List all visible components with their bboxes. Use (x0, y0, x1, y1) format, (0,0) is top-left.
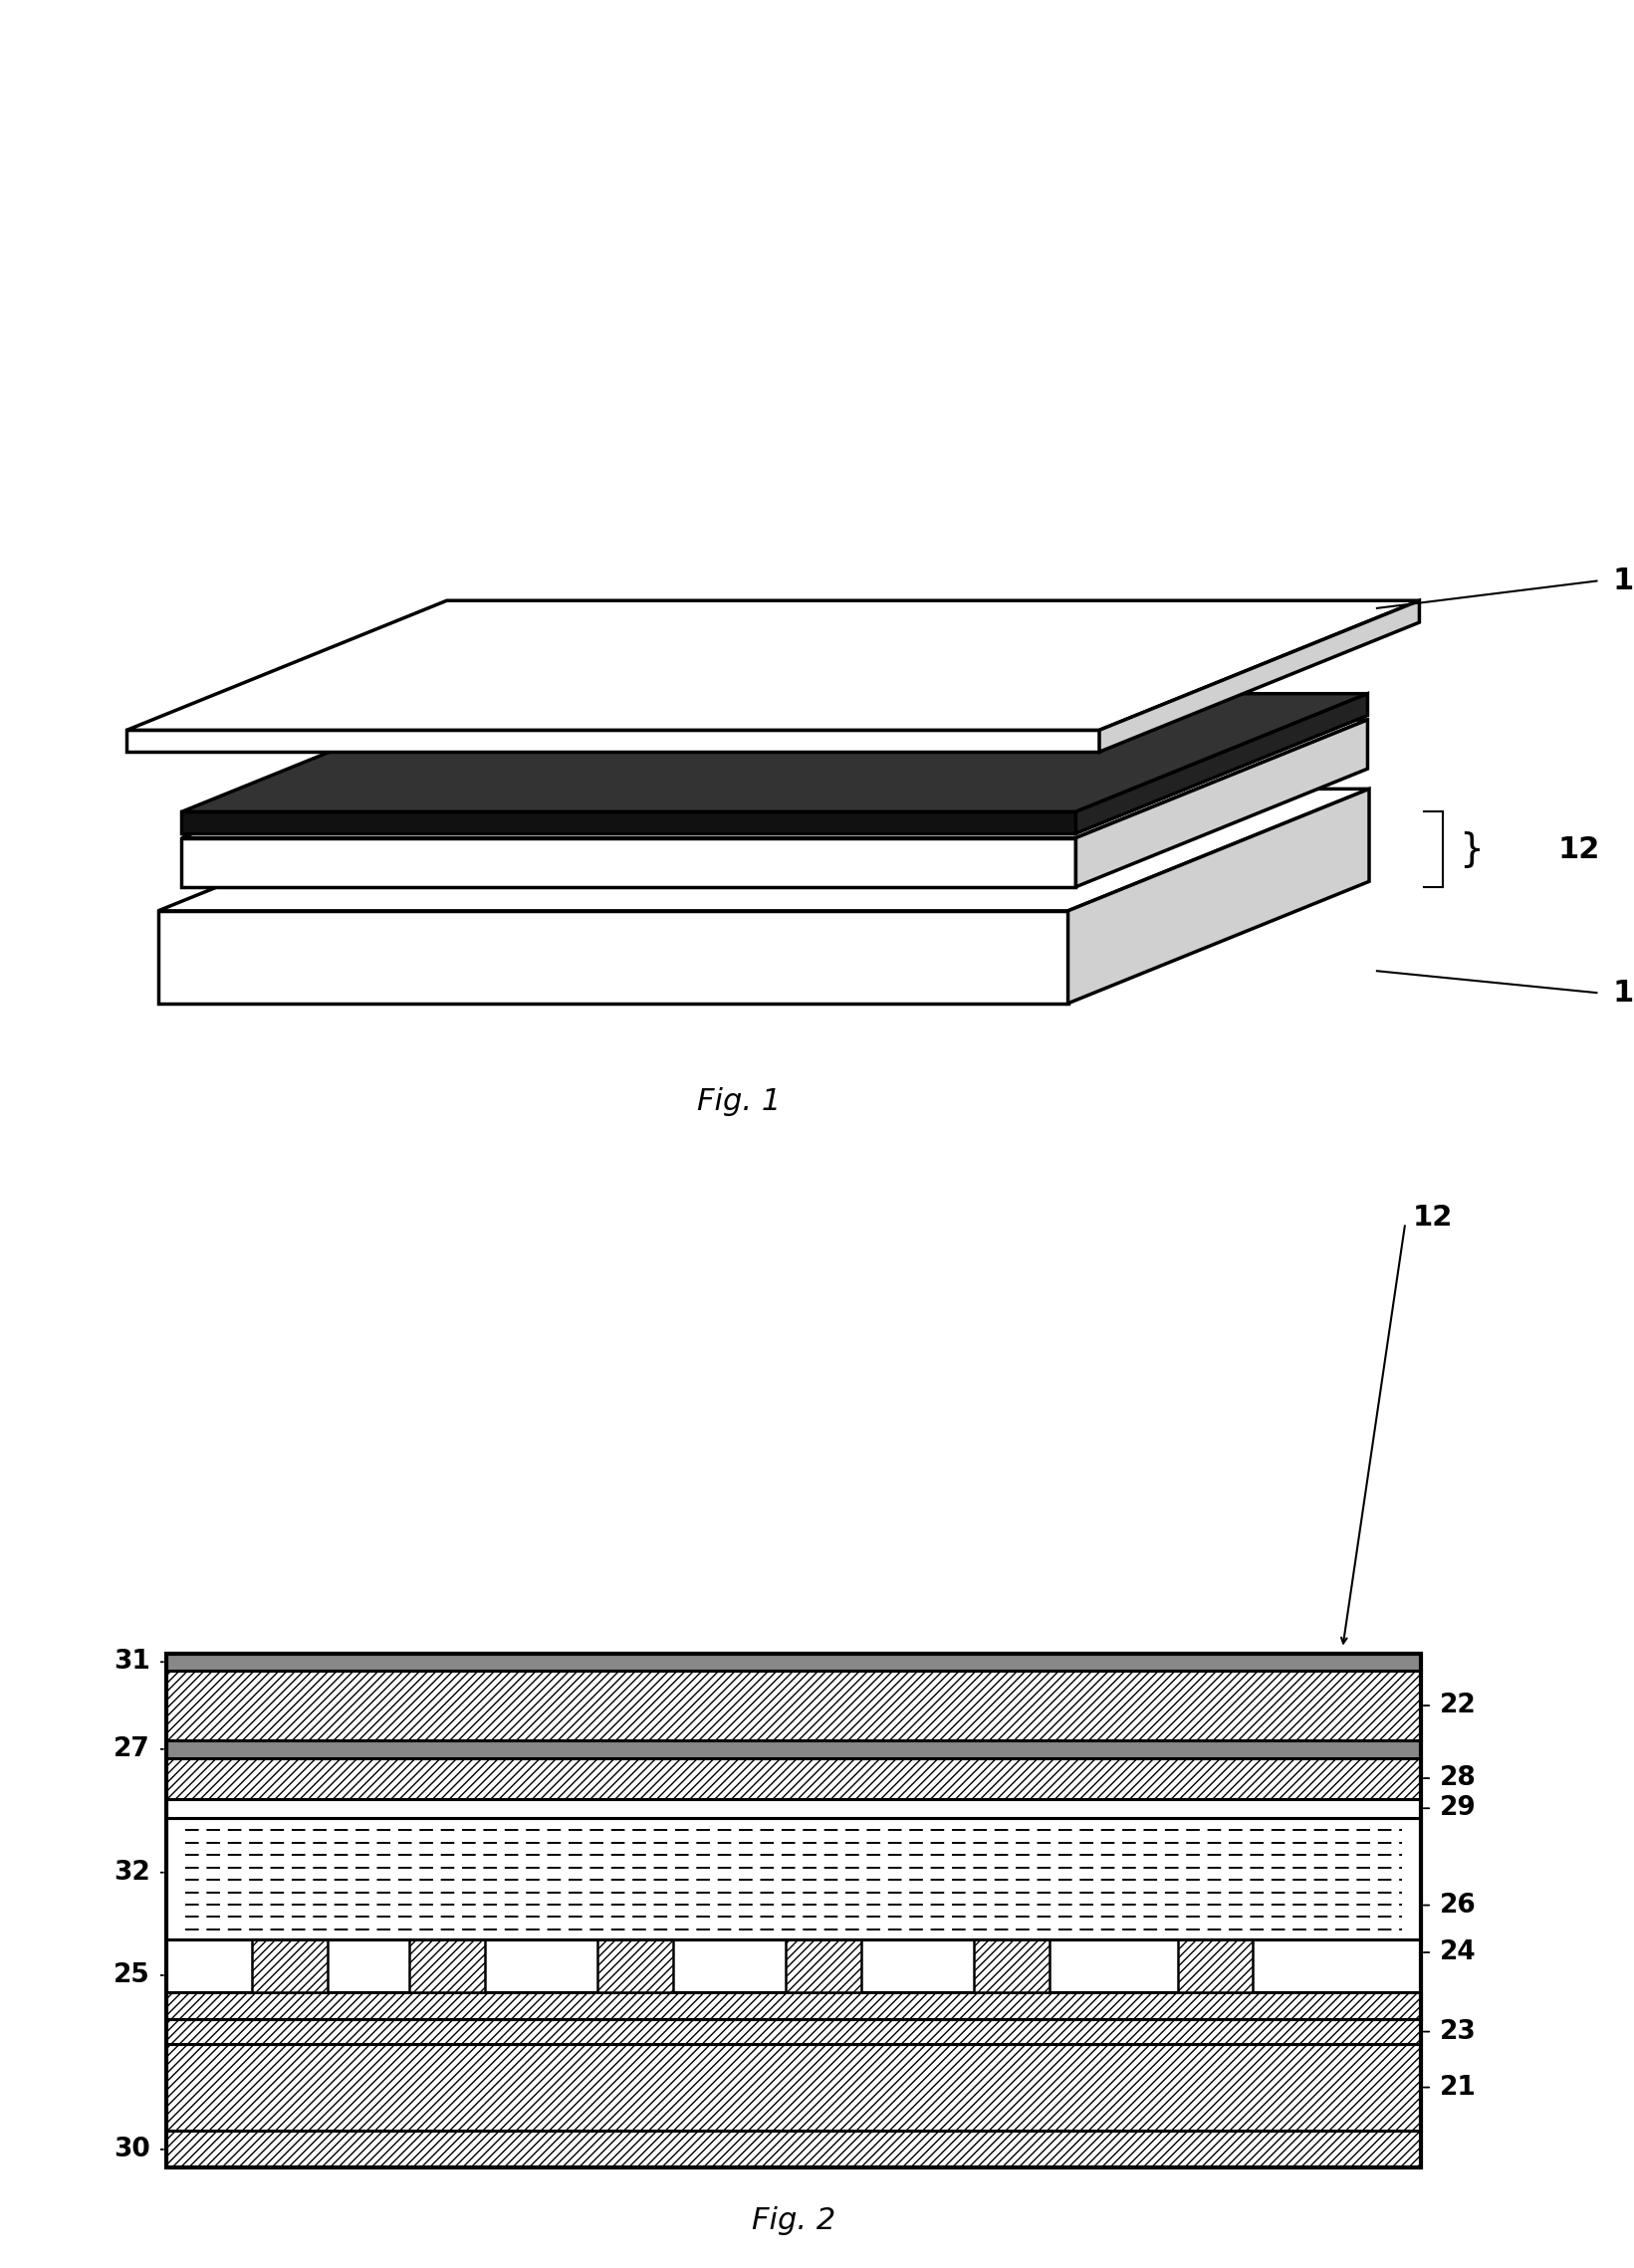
Text: 24: 24 (1440, 1939, 1476, 1966)
Polygon shape (181, 694, 1368, 812)
Text: 11: 11 (1613, 978, 1634, 1007)
Text: }: } (1459, 830, 1484, 869)
Polygon shape (127, 730, 1100, 753)
Polygon shape (181, 812, 1075, 835)
Text: 13: 13 (1613, 567, 1634, 596)
Polygon shape (1075, 719, 1368, 887)
Polygon shape (181, 837, 1075, 887)
Bar (408, 1939, 484, 1991)
Text: 31: 31 (114, 1649, 150, 1674)
Bar (167, 1939, 1422, 2019)
Bar (252, 1939, 327, 1991)
Text: 27: 27 (114, 1737, 150, 1762)
Text: Fig. 2: Fig. 2 (752, 2207, 835, 2236)
Polygon shape (1100, 601, 1420, 753)
Bar (1178, 1939, 1253, 1991)
Bar (167, 2132, 1422, 2168)
Bar (786, 1939, 861, 1991)
Text: 23: 23 (1440, 2019, 1477, 2043)
Bar (167, 1653, 1422, 2168)
Bar (167, 1799, 1422, 1819)
Bar (974, 1939, 1049, 1991)
Polygon shape (1069, 789, 1369, 1002)
Text: 29: 29 (1440, 1796, 1477, 1821)
Text: 30: 30 (114, 2136, 150, 2161)
Bar (167, 1653, 1422, 1672)
Text: 26: 26 (1440, 1892, 1477, 1919)
Polygon shape (127, 601, 1420, 730)
Bar (167, 2019, 1422, 2043)
Text: 21: 21 (1440, 2075, 1477, 2100)
Bar (167, 1758, 1422, 1799)
Text: 28: 28 (1440, 1765, 1477, 1792)
Polygon shape (158, 912, 1069, 1002)
Bar (167, 1819, 1422, 1939)
Bar (167, 1991, 1422, 2019)
Polygon shape (158, 789, 1369, 912)
Text: Fig. 1: Fig. 1 (696, 1086, 781, 1116)
Text: 22: 22 (1440, 1692, 1477, 1719)
Bar (167, 2043, 1422, 2132)
Text: 32: 32 (114, 1860, 150, 1885)
Text: 25: 25 (114, 1962, 150, 1989)
Bar (167, 1740, 1422, 1758)
Text: 12: 12 (1557, 835, 1600, 864)
Bar (167, 1672, 1422, 1740)
Polygon shape (181, 719, 1368, 837)
Text: 12: 12 (1413, 1204, 1453, 1232)
Bar (598, 1939, 673, 1991)
Polygon shape (1075, 694, 1368, 835)
